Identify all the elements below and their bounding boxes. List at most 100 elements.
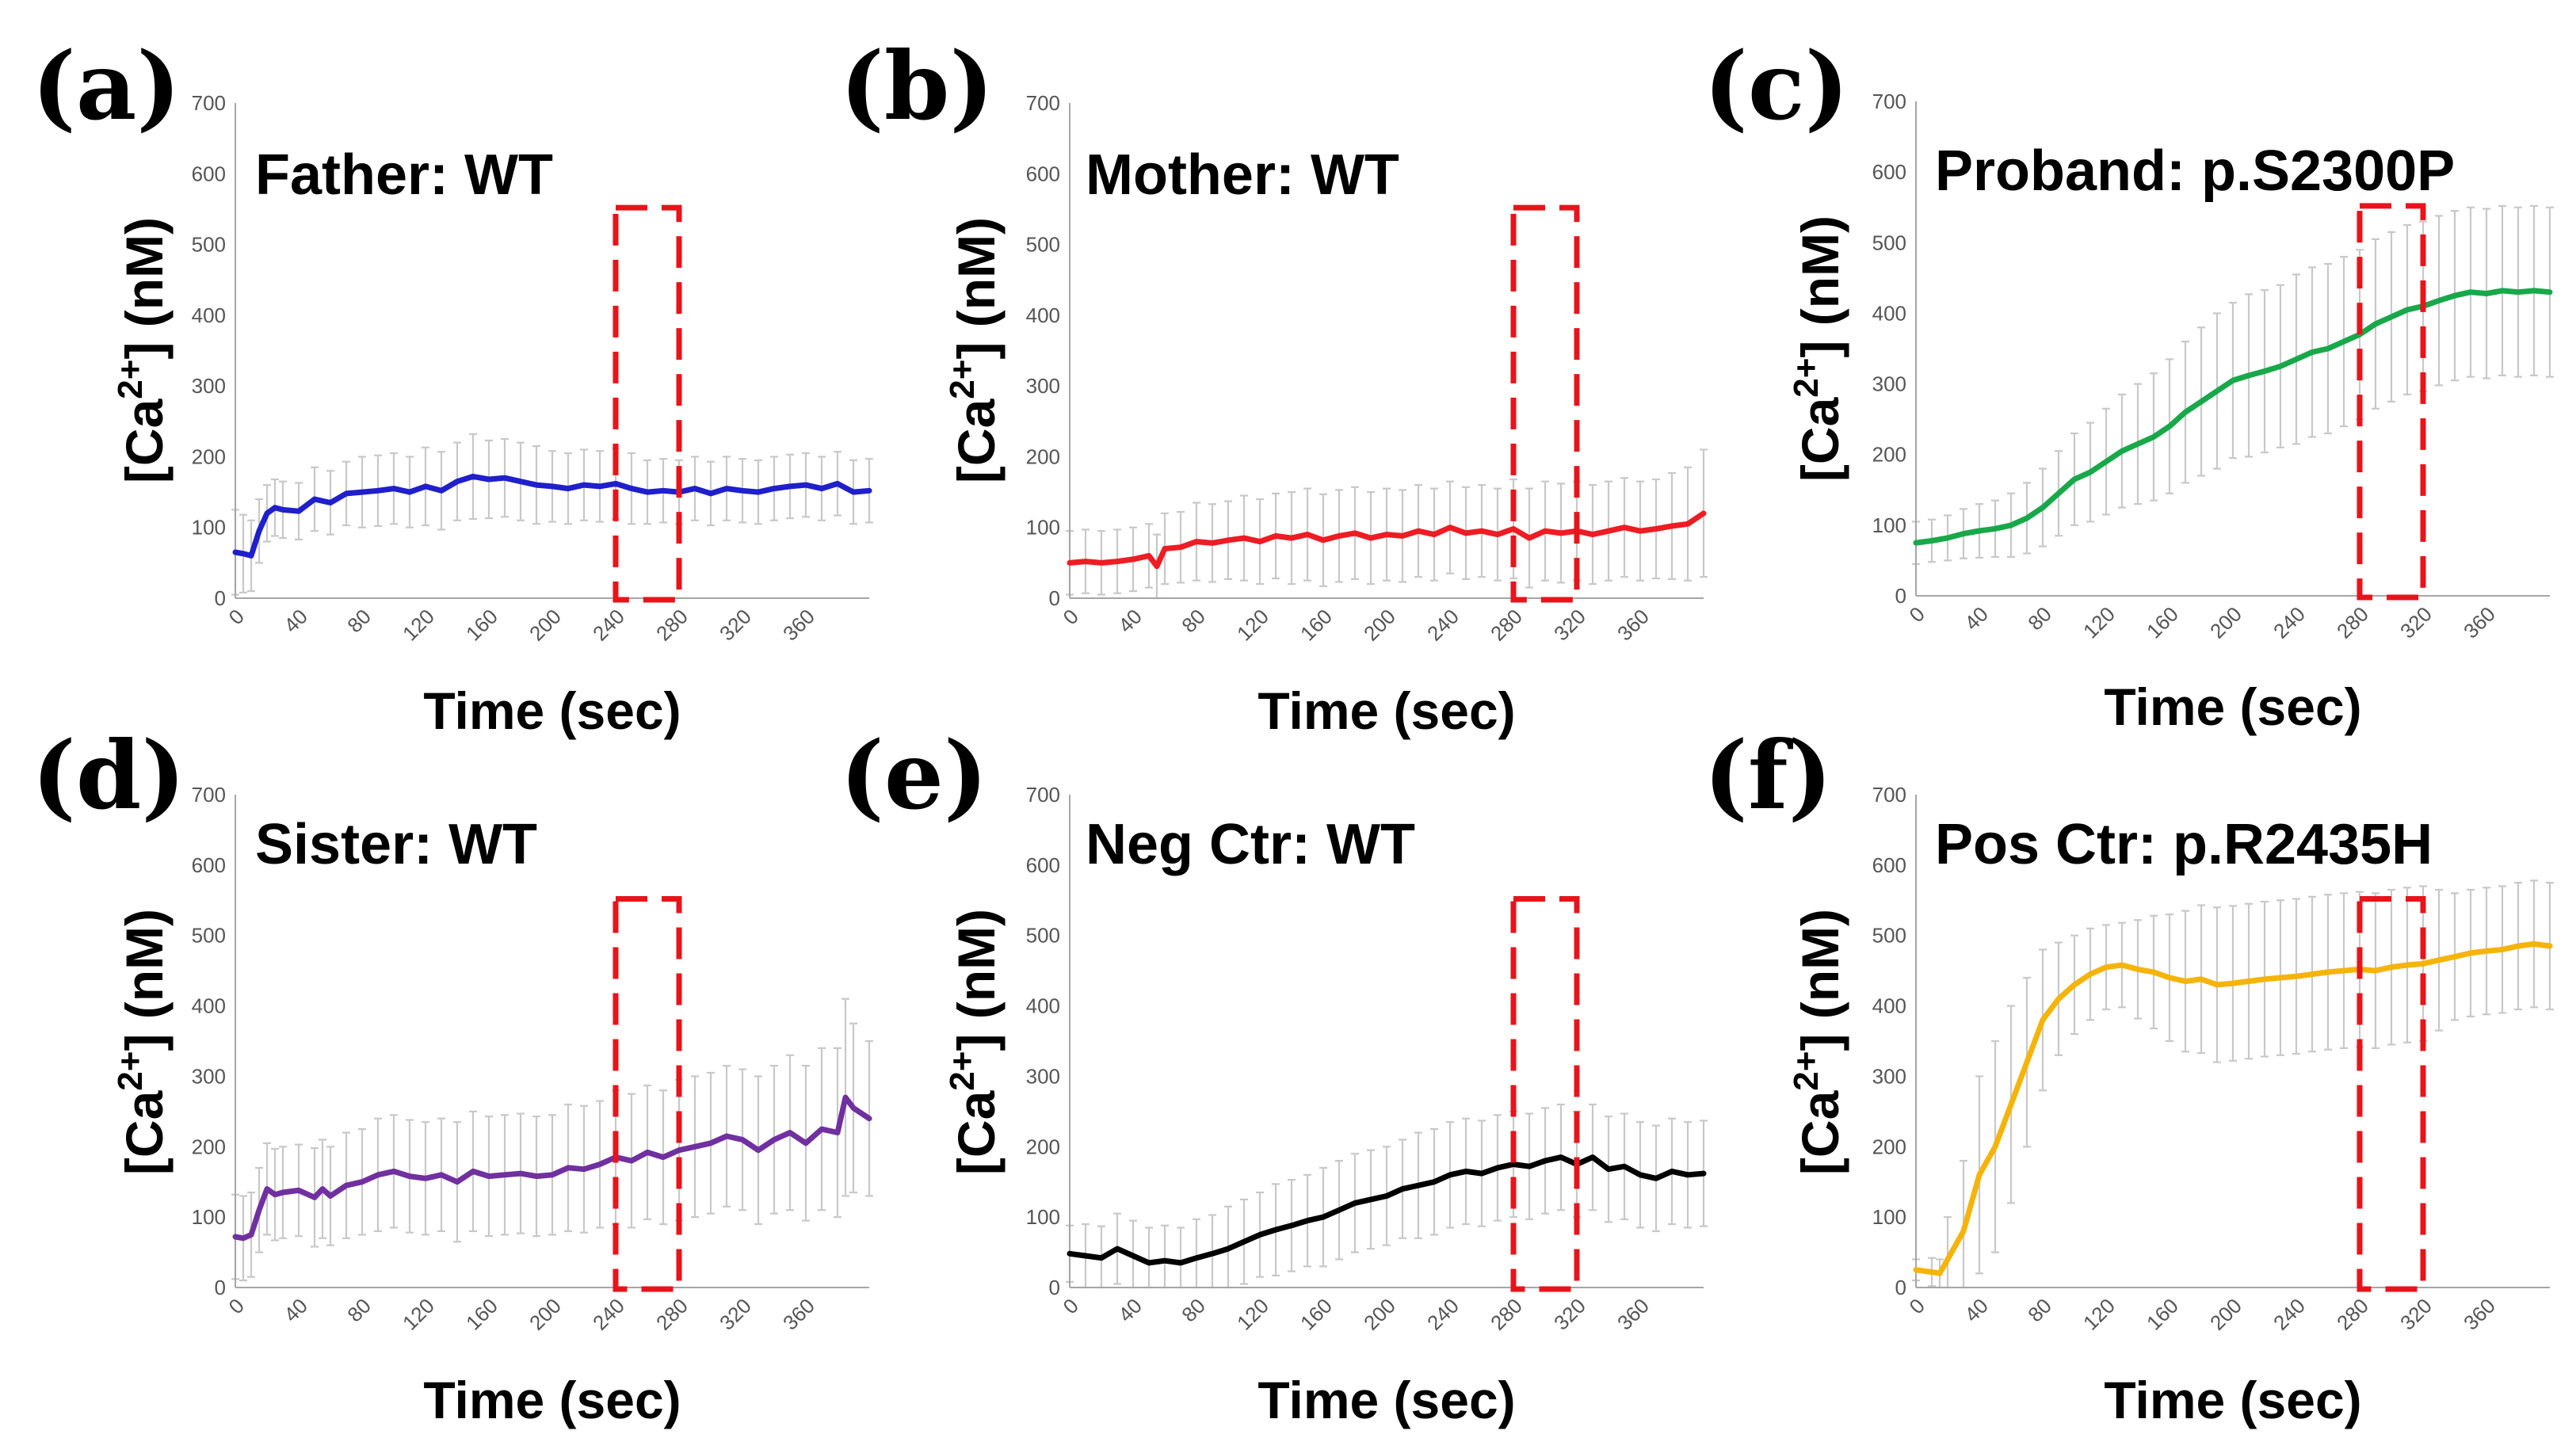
x-tick-label: 120	[2078, 602, 2120, 643]
y-tick-label: 0	[1049, 1276, 1060, 1299]
y-tick-label: 300	[192, 1064, 226, 1088]
x-tick-label: 160	[461, 605, 502, 646]
highlight-window-box	[1510, 204, 1580, 603]
y-tick-label: 500	[1872, 924, 1906, 948]
x-tick-label: 320	[715, 605, 756, 646]
y-tick-label: 400	[192, 994, 226, 1018]
x-tick-label: 360	[778, 605, 819, 646]
y-tick-label: 600	[1872, 853, 1906, 877]
panel-title: Father: WT	[255, 143, 553, 207]
x-tick-label: 200	[525, 1294, 566, 1335]
y-tick-label: 200	[1026, 444, 1060, 468]
panel-title: Pos Ctr: p.R2435H	[1935, 813, 2433, 876]
x-tick-label: 200	[2205, 602, 2246, 643]
panel-letter: (c)	[1704, 31, 1849, 141]
y-tick-label: 500	[192, 924, 226, 948]
panel-letter: (a)	[32, 31, 181, 141]
y-tick-label: 400	[1026, 303, 1060, 327]
data-series-line	[232, 1094, 872, 1242]
x-tick-label: 240	[2269, 1294, 2310, 1335]
y-tick-label: 0	[1049, 586, 1060, 610]
panel-title: Sister: WT	[255, 813, 537, 876]
x-tick-label: 360	[1612, 1294, 1654, 1335]
error-bars	[1912, 204, 2554, 565]
x-tick-label: 280	[1486, 1294, 1527, 1335]
x-tick-label: 80	[1177, 605, 1210, 638]
x-axis-label: Time (sec)	[1257, 1371, 1515, 1429]
x-tick-label: 80	[1177, 1294, 1210, 1327]
y-tick-label: 300	[1872, 1064, 1906, 1088]
y-tick-label: 600	[1872, 160, 1906, 184]
highlight-window-box	[2357, 203, 2426, 601]
panel-title: Proband: p.S2300P	[1935, 139, 2455, 203]
chart-panel: (b) 0 100 200 300 400 500 600 700 0 40 80 120 160 200 2…	[840, 31, 1708, 740]
y-tick-label: 100	[192, 516, 226, 540]
x-tick-label: 160	[2142, 1294, 2183, 1335]
x-tick-label: 120	[2078, 1294, 2120, 1335]
x-tick-label: 320	[1549, 605, 1590, 646]
x-tick-label: 0	[1905, 1294, 1929, 1318]
y-tick-label: 500	[192, 233, 226, 257]
error-bars	[1066, 448, 1708, 600]
chart-panel: (d) 0 100 200 300 400 500 600 700 0 40 80 120 160 200 2…	[32, 720, 873, 1429]
x-tick-label: 240	[588, 1294, 629, 1335]
x-tick-label: 40	[279, 605, 312, 638]
x-tick-label: 80	[342, 1294, 376, 1327]
x-tick-label: 80	[2023, 1294, 2056, 1327]
highlight-window-box	[613, 896, 682, 1292]
highlight-window-box	[2357, 896, 2426, 1292]
y-axis-label: [Ca2+] (nM)	[943, 217, 1006, 483]
y-tick-label: 300	[1872, 372, 1906, 396]
x-tick-label: 320	[715, 1294, 756, 1335]
y-tick-label: 600	[1026, 853, 1060, 877]
data-series-line	[1913, 288, 2553, 546]
highlight-window-box	[613, 204, 682, 603]
y-tick-label: 600	[192, 162, 226, 185]
y-tick-label: 200	[1872, 1135, 1906, 1158]
x-tick-label: 240	[1422, 605, 1464, 646]
chart-panel: (a) 0 100 200 300 400 500 600 700 0 40 80 120 160 200 2…	[32, 31, 873, 740]
x-tick-label: 200	[1359, 1294, 1400, 1335]
data-series-line	[1067, 1154, 1707, 1266]
x-tick-label: 160	[1296, 1294, 1337, 1335]
x-tick-label: 280	[1486, 605, 1527, 646]
panel-title: Mother: WT	[1086, 143, 1399, 207]
y-axis-label: [Ca2+] (nM)	[1787, 216, 1849, 482]
y-tick-label: 200	[192, 1135, 226, 1158]
x-tick-label: 120	[398, 1294, 439, 1335]
y-tick-label: 700	[1026, 91, 1060, 115]
x-axis-label: Time (sec)	[1257, 681, 1515, 740]
y-tick-label: 100	[1026, 1205, 1060, 1229]
x-tick-label: 40	[1960, 602, 1993, 635]
x-tick-label: 200	[1359, 605, 1400, 646]
x-tick-label: 360	[2459, 1294, 2500, 1335]
x-tick-label: 200	[525, 605, 566, 646]
y-tick-label: 0	[1895, 1276, 1906, 1299]
x-tick-label: 160	[461, 1294, 502, 1335]
y-axis-label: [Ca2+] (nM)	[943, 909, 1006, 1175]
x-tick-label: 320	[2395, 602, 2437, 643]
x-axis-label: Time (sec)	[423, 681, 681, 740]
x-tick-label: 240	[1422, 1294, 1464, 1335]
x-tick-label: 80	[342, 605, 376, 638]
y-tick-label: 100	[1872, 1205, 1906, 1229]
error-bars	[231, 433, 873, 596]
y-tick-label: 500	[1026, 924, 1060, 948]
data-series-line	[1913, 940, 2553, 1276]
panel-title: Neg Ctr: WT	[1086, 813, 1415, 876]
panel-letter: (b)	[840, 31, 994, 141]
y-tick-label: 200	[1872, 443, 1906, 467]
y-tick-label: 500	[1872, 231, 1906, 254]
y-tick-label: 600	[1026, 162, 1060, 185]
y-axis-label: [Ca2+] (nM)	[111, 217, 174, 483]
x-tick-label: 160	[2142, 602, 2183, 643]
y-tick-label: 500	[1026, 233, 1060, 257]
panel-letter: (f)	[1704, 720, 1832, 830]
y-tick-label: 700	[1872, 90, 1906, 113]
y-tick-label: 700	[192, 783, 226, 807]
error-bars	[1912, 879, 2554, 1289]
x-tick-label: 280	[651, 605, 693, 646]
y-tick-label: 400	[1872, 301, 1906, 325]
